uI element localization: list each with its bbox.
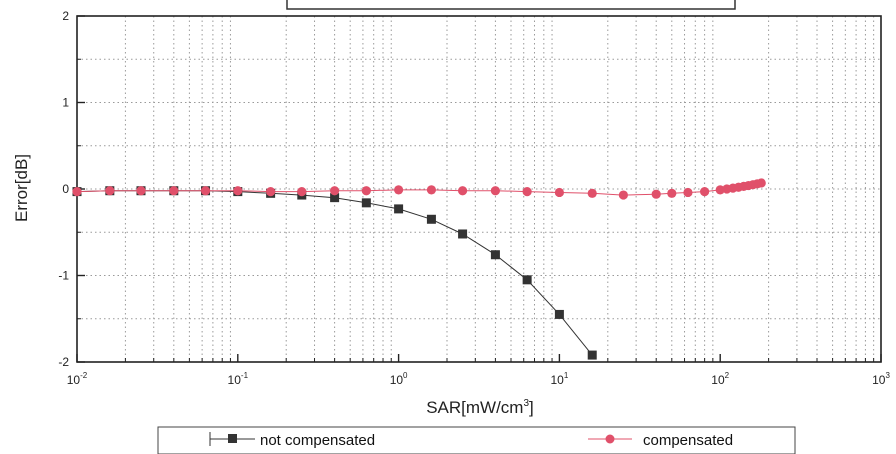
y-tick-label: 0 [62, 182, 69, 196]
data-point-compensated [361, 186, 371, 196]
x-tick-label-base: 10 [228, 373, 242, 387]
legend-label-compensated: compensated [643, 432, 733, 449]
data-point-not-compensated [554, 309, 564, 319]
data-point-compensated [667, 188, 677, 198]
data-point-not-compensated [361, 198, 371, 208]
y-tick-label: 2 [62, 9, 69, 23]
data-point-compensated [105, 186, 115, 196]
data-point-compensated [700, 186, 710, 197]
data-point-compensated [651, 189, 661, 199]
x-axis-title: SAR[mW/cm3] [426, 398, 534, 417]
data-point-compensated [72, 186, 82, 197]
data-point-compensated [330, 186, 340, 196]
legend: not compensated compensated [157, 426, 796, 454]
data-point-compensated [756, 178, 766, 188]
data-point-compensated [394, 185, 404, 195]
x-tick-label-exp: 1 [564, 371, 569, 380]
legend-box [157, 426, 796, 454]
data-point-compensated [618, 190, 628, 200]
top-box-fragment [286, 0, 736, 10]
data-point-not-compensated [522, 275, 532, 285]
data-point-compensated [490, 186, 501, 196]
data-point-compensated [426, 185, 437, 195]
x-tick-label-base: 10 [872, 373, 886, 387]
data-point-compensated [136, 186, 146, 196]
x-tick-label: 103 [872, 371, 890, 387]
x-tick-label: 101 [550, 371, 568, 387]
data-point-not-compensated [458, 229, 468, 239]
x-tick-label: 100 [390, 371, 408, 387]
data-point-not-compensated [426, 214, 436, 224]
x-tick-label-base: 10 [711, 373, 725, 387]
legend-marker-compensated [605, 434, 615, 444]
x-tick-label-exp: 3 [885, 371, 890, 380]
x-axis-title-sup: 3 [523, 398, 529, 409]
data-point-compensated [457, 186, 468, 196]
data-point-compensated [169, 186, 179, 196]
x-axis-title-close: ] [529, 398, 534, 417]
x-tick-label-base: 10 [550, 373, 564, 387]
data-point-compensated [683, 187, 693, 198]
x-tick-label-exp: -1 [241, 371, 249, 380]
data-point-not-compensated [330, 193, 340, 203]
data-point-compensated [266, 186, 276, 197]
x-tick-label-exp: -2 [80, 371, 88, 380]
data-point-compensated [554, 187, 565, 198]
legend-marker-not-compensated [228, 434, 237, 443]
data-point-not-compensated [587, 350, 597, 360]
y-tick-label: -2 [58, 355, 69, 369]
data-point-not-compensated [490, 250, 500, 260]
x-tick-label: 102 [711, 371, 729, 387]
data-point-compensated [297, 186, 307, 197]
x-tick-label: 10-2 [67, 371, 88, 387]
x-tick-label-exp: 2 [725, 371, 730, 380]
markers [72, 178, 766, 360]
x-tick-label-base: 10 [67, 373, 81, 387]
x-tick-label: 10-1 [228, 371, 249, 387]
y-tick-label: 1 [62, 96, 69, 110]
x-tick-label-exp: 0 [403, 371, 408, 380]
data-point-compensated [522, 186, 532, 197]
data-point-compensated [233, 186, 243, 196]
x-tick-label-base: 10 [390, 373, 404, 387]
y-tick-label: -1 [58, 269, 69, 283]
data-point-not-compensated [394, 204, 404, 214]
x-axis-title-main: SAR[mW/cm [426, 398, 523, 417]
y-axis-title: Error[dB] [12, 154, 31, 222]
data-point-compensated [200, 186, 211, 196]
legend-label-not-compensated: not compensated [260, 432, 375, 449]
data-point-compensated [587, 188, 597, 198]
grid [77, 16, 881, 362]
